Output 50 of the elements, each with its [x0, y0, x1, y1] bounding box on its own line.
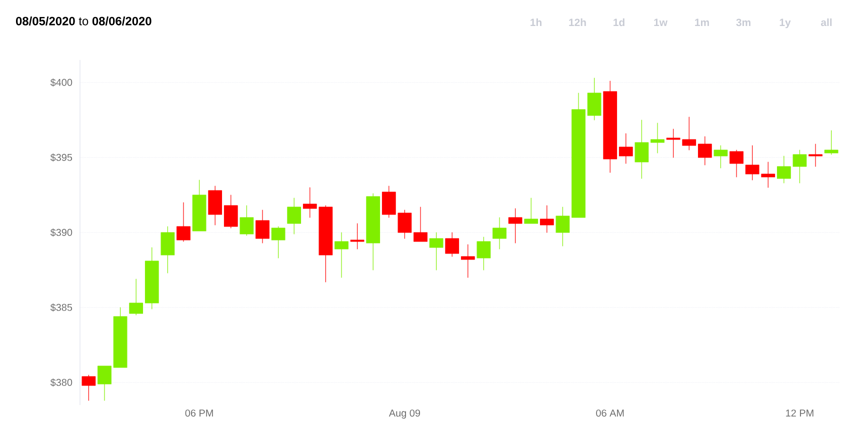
candlestick	[287, 198, 302, 234]
candlestick	[350, 223, 364, 250]
candlestick	[366, 193, 380, 270]
candlestick	[730, 150, 744, 178]
candlestick	[824, 130, 838, 155]
candlestick	[808, 144, 822, 167]
candlestick	[240, 205, 254, 236]
candlestick	[524, 198, 538, 224]
y-tick-label: $395	[50, 153, 72, 162]
candlestick	[144, 247, 159, 310]
x-tick-label: 06 AM	[596, 410, 624, 417]
candlestick	[634, 120, 649, 179]
candlestick	[603, 80, 618, 173]
candlestick	[208, 186, 222, 226]
candlestick	[82, 374, 96, 401]
y-tick-label: $380	[50, 378, 72, 387]
candlestick	[160, 226, 175, 274]
candlestick	[650, 122, 664, 154]
chart-title: 08/05/2020 to 08/06/2020	[16, 16, 152, 26]
candlestick	[476, 236, 491, 270]
candlestick	[556, 206, 570, 246]
candlestick	[492, 217, 506, 250]
candlestick	[587, 78, 602, 120]
candlestick	[776, 156, 791, 184]
y-tick-label: $385	[50, 303, 72, 312]
candlestick	[460, 244, 475, 278]
x-tick-label: 12 PM	[786, 410, 814, 417]
x-tick-label: 06 PM	[185, 410, 213, 417]
candlestick	[414, 206, 428, 242]
candlestick	[334, 232, 348, 278]
candlestick	[113, 307, 128, 368]
candlestick	[508, 208, 522, 244]
x-tick-label: Aug 09	[388, 410, 420, 419]
candlestick	[572, 92, 586, 218]
candlestick	[698, 136, 712, 166]
candlestick	[271, 226, 286, 258]
candlestick	[224, 194, 238, 228]
candlestick	[98, 366, 112, 401]
candlestick	[256, 210, 270, 244]
candlestick	[429, 232, 444, 270]
candlestick	[192, 180, 206, 232]
candlestick	[176, 202, 190, 242]
candlestick	[129, 278, 144, 316]
candlestick	[445, 232, 460, 257]
candlestick	[540, 205, 554, 233]
candlestick	[792, 150, 807, 184]
y-tick-label: $400	[50, 78, 72, 87]
candlestick	[618, 133, 633, 164]
y-tick-label: $390	[50, 228, 72, 237]
candlestick	[714, 145, 728, 168]
